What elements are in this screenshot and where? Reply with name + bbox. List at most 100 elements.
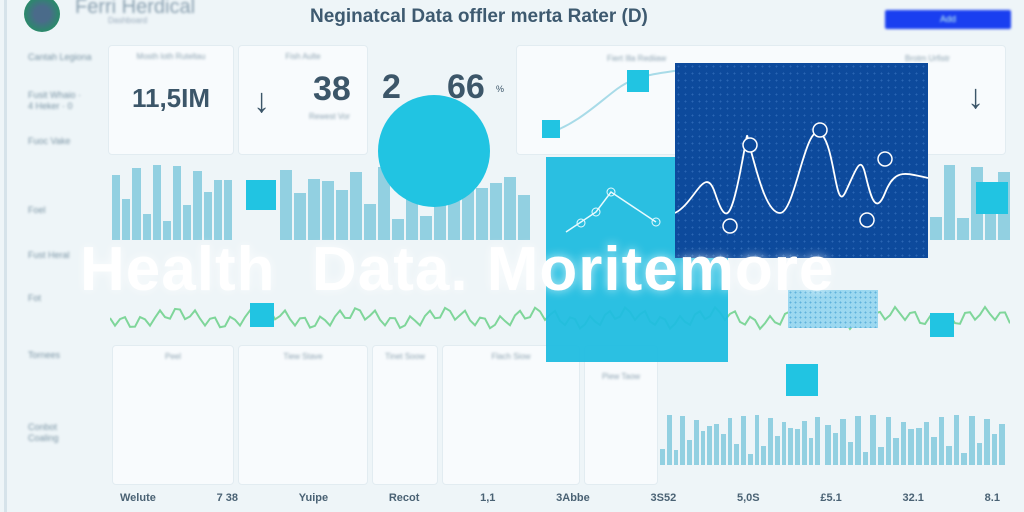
kpi-label: Mosth loth Ruteltau [136,52,206,61]
bar [660,449,665,465]
sidebar-item[interactable]: Fot [28,293,42,303]
bar [152,165,161,240]
bar [666,415,672,465]
bar [448,201,460,240]
bar [984,203,997,240]
bar [976,443,983,465]
accent-square [930,313,954,337]
accent-square [976,182,1008,214]
sidebar-item[interactable]: Fuoc Vake [28,136,71,146]
sidebar-item[interactable]: Tornees [28,350,61,360]
bar [930,216,942,240]
footer-value: 7 38 [216,492,239,504]
bar-strip [660,415,820,465]
bar [392,218,404,240]
grid-panel [788,290,878,328]
bar [734,443,739,465]
bar-strip [825,415,1005,465]
bar [741,415,746,465]
bar [915,428,922,465]
bar [142,214,151,240]
bar [378,166,390,240]
mini-card: Tinet Soow [372,345,438,485]
bar [855,415,861,465]
logo-icon [24,0,60,32]
sidebar-item[interactable]: Fust Heral [28,250,70,260]
bar [680,416,685,465]
footer-value: Yuipe [298,492,329,504]
kpi-value: 2 [382,68,401,106]
bar [673,450,679,465]
data-marker [627,70,649,92]
page-title: Neginatcal Data offler merta Rater (D) [310,6,648,27]
bar [961,453,967,465]
footer-value: 3Abbe [556,492,590,504]
dark-line-chart [674,122,929,234]
bar [761,446,766,465]
bar [183,205,192,240]
footer-value: 32.1 [902,492,924,504]
bar [878,447,884,465]
sidebar-item[interactable]: Fusit Whaio · 4 Heker · 0 [28,90,82,111]
bar [999,424,1005,465]
headline: Health Data. Moritemore [80,235,835,304]
bar [420,216,432,240]
bar [840,419,846,465]
bar [774,436,780,465]
bar [825,424,831,465]
sidebar-item[interactable]: Foel [28,205,46,215]
bar [173,166,182,240]
bar [768,417,773,465]
data-marker [542,120,560,138]
bar [223,179,233,240]
bar [504,177,516,240]
bar [815,416,820,465]
bar [727,418,733,465]
footer-value: Recot [388,492,420,504]
sidebar-border [4,0,7,512]
bar [308,178,320,240]
bar [754,415,760,465]
mini-card: Peel [112,345,234,485]
bar [294,193,306,240]
card-label: Fiert Illa Rediiaw [607,54,667,63]
sidebar-item[interactable]: Conbot Coaling [28,422,59,443]
bar [900,421,907,465]
accent-square [250,303,274,327]
arrow-down-icon: ↓ [967,78,984,116]
bar [132,167,141,240]
bar [991,433,998,465]
bar [213,179,222,240]
bar [490,183,502,240]
bar [795,429,800,465]
bar [870,415,877,465]
mini-card-label: Tiew Stave [283,352,323,361]
sidebar-item[interactable]: Cantah Legiona [28,52,92,62]
footer-value: 8.1 [984,492,1000,504]
bar [931,436,937,465]
mini-card-label: Piew Taow [601,372,641,381]
bar [957,218,970,240]
bar [984,418,990,465]
bar [162,220,172,240]
mini-card: Flach Siow [442,345,580,485]
bar [943,165,956,240]
bar [322,181,334,240]
add-button[interactable]: Add [885,10,1011,29]
bar [693,419,699,465]
bar [714,423,719,465]
footer-value: £5.1 [820,492,842,504]
dark-chart-panel [674,63,929,258]
bar [518,195,530,240]
bar [908,428,914,465]
bar [203,191,212,240]
accent-line-chart [565,187,661,233]
bar [801,421,807,465]
card-label: Brotm Urfistr [905,54,950,63]
bar [788,427,793,465]
bar [280,170,292,240]
bar [364,203,376,240]
mini-card-label: Flach Siow [491,352,531,361]
kpi-card: Mosth loth Ruteltau 11,5IM [108,45,234,155]
brand-name: Ferri Herdical [75,0,196,18]
